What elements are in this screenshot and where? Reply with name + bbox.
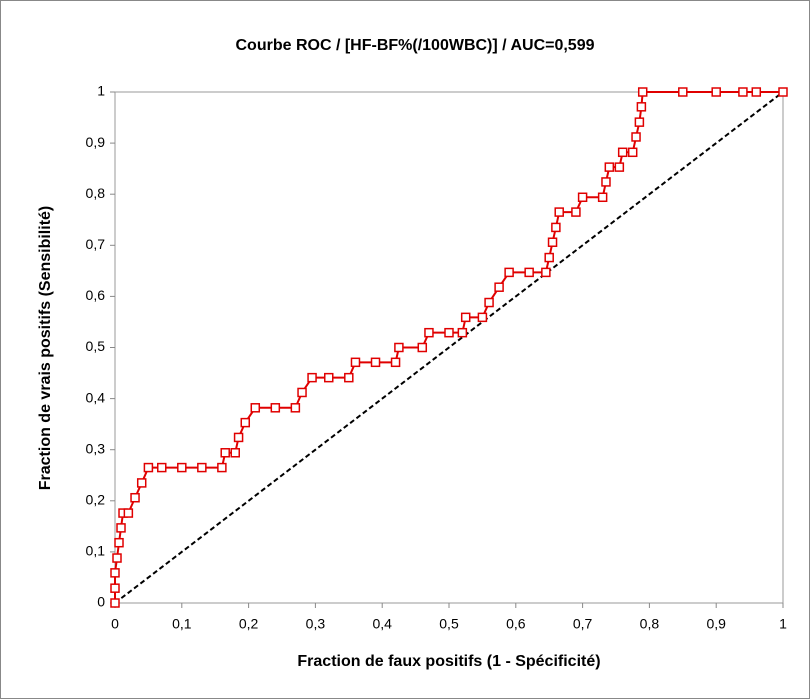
point-marker <box>220 448 230 458</box>
point-marker <box>177 462 187 473</box>
point-marker <box>290 403 301 413</box>
y-tick-label: 0,5 <box>86 338 106 354</box>
y-tick-label: 0,2 <box>86 492 106 508</box>
point-marker <box>110 568 120 578</box>
point-marker <box>197 462 207 473</box>
y-axis-label: Fraction de vrais positifs (Sensibilité) <box>37 206 54 491</box>
point-marker <box>571 207 581 217</box>
y-tick-label: 0,6 <box>86 287 106 303</box>
x-tick-label: 0,8 <box>640 616 660 632</box>
x-tick-label: 0,5 <box>439 616 459 632</box>
point-marker <box>460 312 471 323</box>
point-marker <box>116 523 126 533</box>
point-marker <box>424 327 434 338</box>
y-tick-label: 0 <box>97 594 105 610</box>
point-marker <box>504 267 514 278</box>
point-marker <box>250 403 261 413</box>
point-marker <box>157 462 167 473</box>
y-tick-label: 1 <box>97 83 105 99</box>
point-marker <box>350 357 361 368</box>
point-marker <box>544 252 554 263</box>
point-marker <box>307 372 317 383</box>
point-marker <box>297 387 307 398</box>
x-tick-label: 0,9 <box>706 616 726 632</box>
point-marker <box>143 462 154 473</box>
point-marker <box>270 403 281 413</box>
point-marker <box>390 357 401 368</box>
x-axis-label: Fraction de faux positifs (1 - Spécifici… <box>297 653 600 670</box>
x-tick-label: 0,6 <box>506 616 526 632</box>
point-marker <box>230 448 240 458</box>
point-marker <box>551 222 561 233</box>
point-marker <box>617 147 628 158</box>
point-marker <box>217 462 227 473</box>
point-marker <box>112 553 122 563</box>
x-tick-label: 0,2 <box>239 616 259 632</box>
point-marker <box>577 192 588 203</box>
y-tick-label: 0,8 <box>86 185 106 201</box>
y-tick-label: 0,9 <box>86 134 106 150</box>
point-marker <box>417 342 428 353</box>
point-marker <box>477 312 488 323</box>
x-tick-label: 0,1 <box>172 616 192 632</box>
point-marker <box>123 508 134 518</box>
point-marker <box>634 117 645 127</box>
point-marker <box>130 492 140 503</box>
point-marker <box>751 87 762 97</box>
point-marker <box>637 87 648 97</box>
point-marker <box>601 177 611 187</box>
point-marker <box>778 87 788 97</box>
y-tick-label: 0,3 <box>86 440 106 456</box>
point-marker <box>614 162 625 172</box>
point-marker <box>524 267 534 278</box>
point-marker <box>597 192 608 203</box>
reference-diagonal <box>114 91 784 604</box>
point-marker <box>114 537 124 548</box>
y-tick-label: 0,1 <box>86 543 106 559</box>
y-tick-label: 0,4 <box>86 389 106 405</box>
x-tick-label: 0,3 <box>306 616 326 632</box>
point-marker <box>678 87 688 97</box>
point-marker <box>604 162 615 172</box>
point-marker <box>541 267 551 278</box>
point-marker <box>394 342 404 353</box>
point-marker <box>484 297 494 308</box>
point-marker <box>631 132 641 142</box>
point-marker <box>554 207 564 217</box>
x-tick-label: 0 <box>111 616 119 632</box>
chart-title: Courbe ROC / [HF-BF%(/100WBC)] / AUC=0,5… <box>236 37 595 54</box>
x-tick-label: 0,4 <box>372 616 392 632</box>
point-marker <box>711 87 721 97</box>
point-marker <box>627 147 638 158</box>
point-marker <box>233 432 244 443</box>
point-marker <box>547 237 558 247</box>
point-marker <box>636 102 647 112</box>
point-marker <box>738 87 748 97</box>
x-tick-label: 0,7 <box>573 616 593 632</box>
point-marker <box>494 282 504 292</box>
point-marker <box>110 598 120 608</box>
point-marker <box>324 372 334 383</box>
point-marker <box>344 372 354 383</box>
point-marker <box>370 357 381 368</box>
point-marker <box>110 583 120 593</box>
point-marker <box>457 327 468 338</box>
point-marker <box>240 417 251 428</box>
x-tick-label: 1 <box>779 616 787 632</box>
point-marker <box>444 327 454 338</box>
point-marker <box>136 478 147 488</box>
y-tick-label: 0,7 <box>86 236 106 252</box>
